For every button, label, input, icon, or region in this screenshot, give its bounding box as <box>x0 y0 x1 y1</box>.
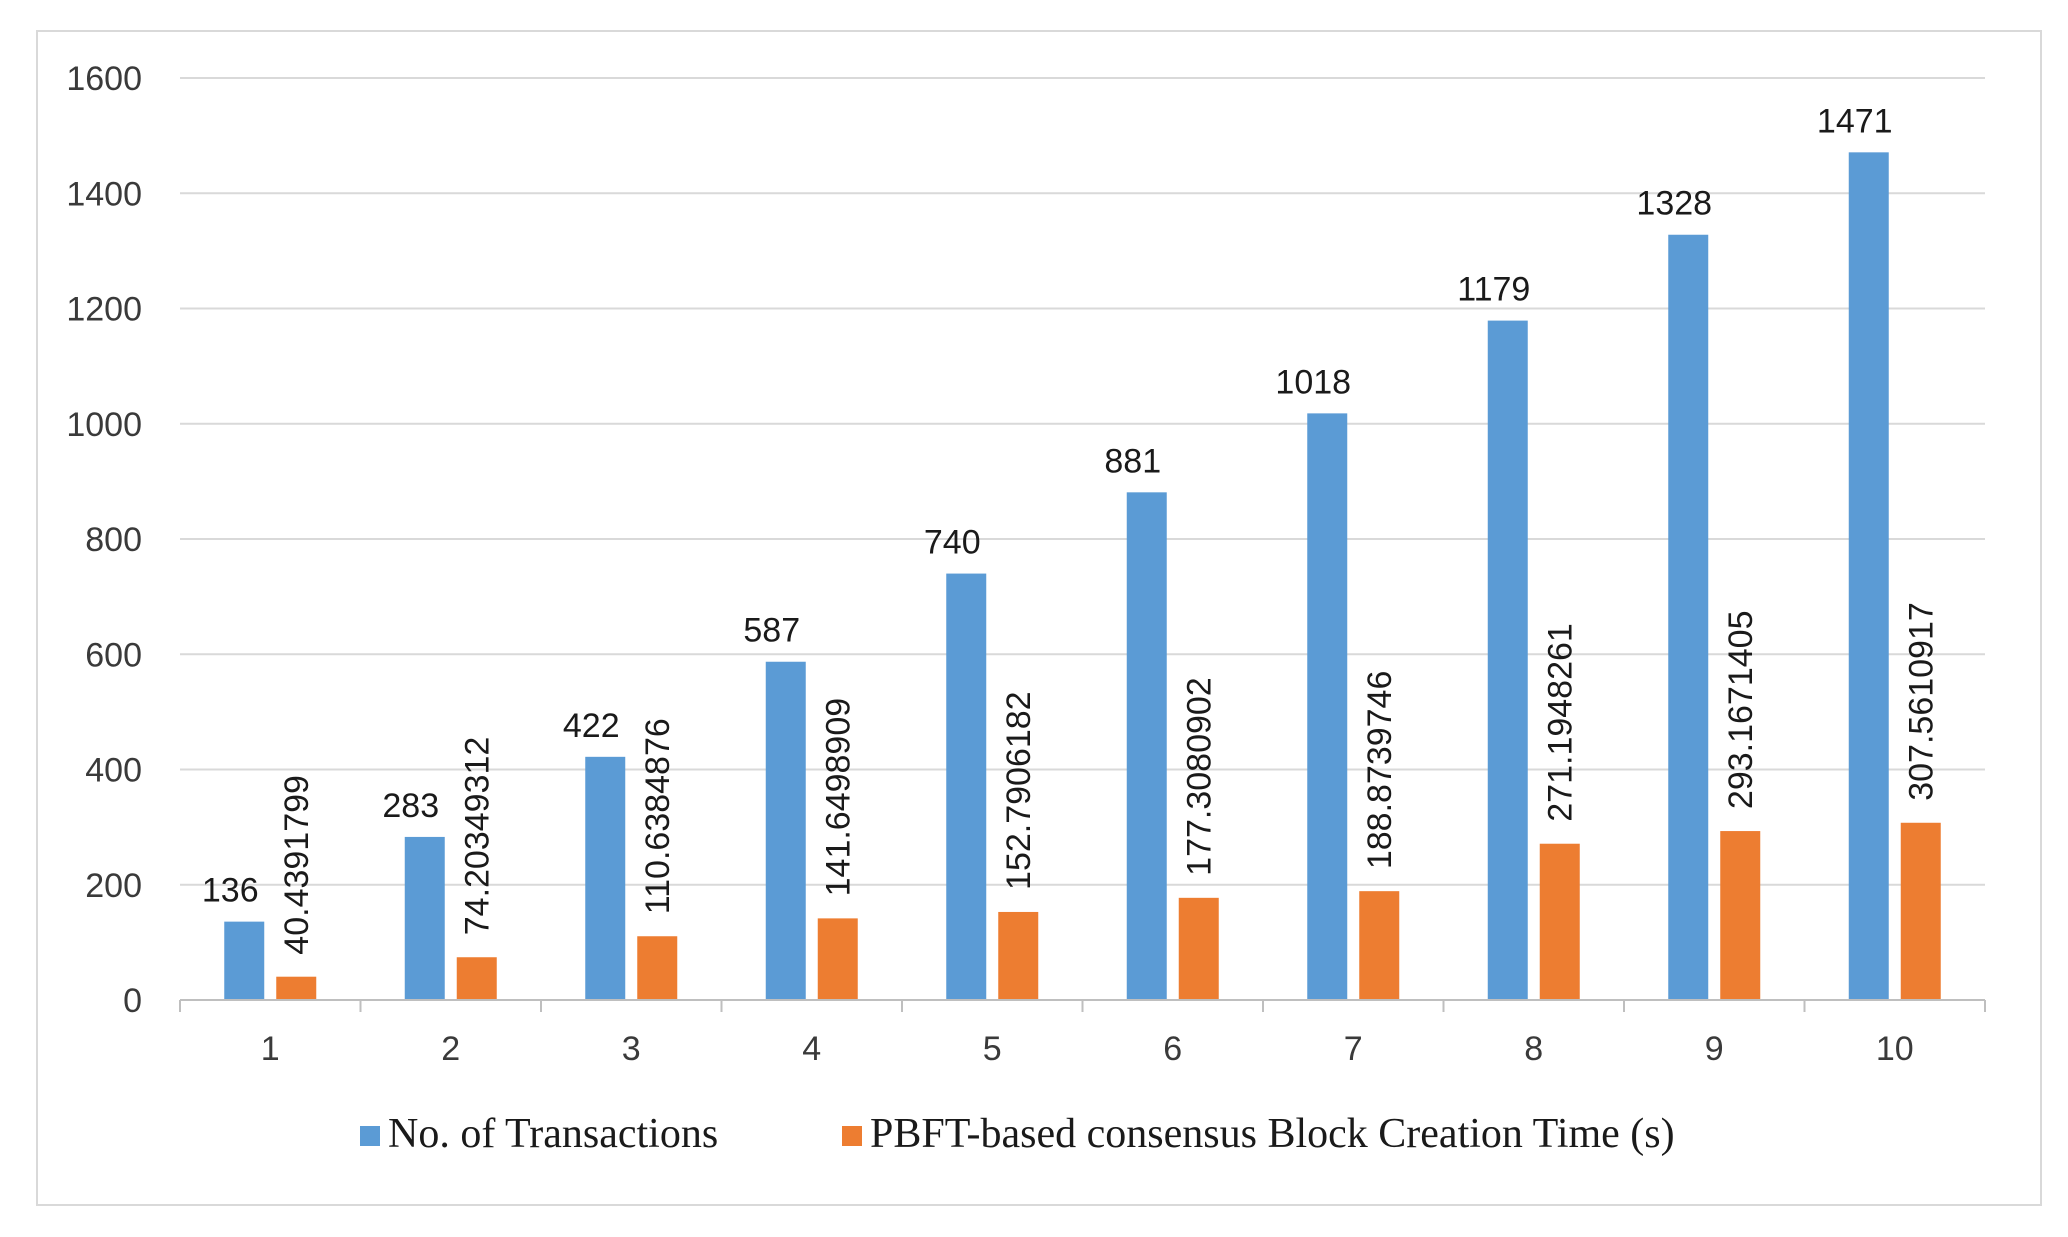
x-tick-label: 3 <box>622 1030 641 1068</box>
legend: No. of Transactions PBFT-based consensus… <box>360 1111 1675 1157</box>
bar-block-creation-time <box>1900 822 1941 1000</box>
x-tick-label: 8 <box>1524 1030 1543 1068</box>
bar-block-creation-time <box>1539 843 1580 1000</box>
y-tick-label: 1000 <box>66 406 142 444</box>
data-label-transactions: 740 <box>924 524 981 562</box>
bar-block-creation-time <box>1359 891 1400 1000</box>
data-label-block-creation-time: 177.3080902 <box>1181 677 1219 876</box>
x-tick-label: 2 <box>441 1030 460 1068</box>
bar-transactions <box>1668 234 1709 1001</box>
bar-block-creation-time <box>637 936 678 1000</box>
bar-transactions <box>404 836 445 1000</box>
bar-transactions <box>1126 492 1167 1000</box>
x-tick-label: 6 <box>1163 1030 1182 1068</box>
data-label-block-creation-time: 271.1948261 <box>1542 623 1580 822</box>
y-tick-label: 1600 <box>66 60 142 98</box>
data-label-block-creation-time: 40.4391799 <box>278 775 316 955</box>
data-label-transactions: 422 <box>563 707 620 745</box>
bar-block-creation-time <box>998 911 1039 1000</box>
data-label-transactions: 1018 <box>1275 363 1351 401</box>
y-tick-label: 400 <box>85 752 142 790</box>
data-label-transactions: 136 <box>202 872 259 910</box>
x-tick-label: 5 <box>983 1030 1002 1068</box>
bar-block-creation-time <box>1178 897 1219 1000</box>
data-label-block-creation-time: 110.6384876 <box>639 718 677 914</box>
data-labels: 136 40.4391799 283 74.20349312 422 110.638487… <box>202 102 1941 954</box>
x-tick-label: 9 <box>1705 1030 1724 1068</box>
bars <box>224 152 1941 1001</box>
bar-transactions <box>946 573 987 1000</box>
bar-block-creation-time <box>456 957 497 1000</box>
y-tick-label: 800 <box>85 521 142 559</box>
y-tick-label: 0 <box>123 982 142 1020</box>
data-label-transactions: 1328 <box>1636 185 1712 223</box>
data-label-transactions: 1471 <box>1817 102 1893 140</box>
bar-transactions <box>585 756 626 1000</box>
bar-transactions <box>765 661 806 1000</box>
data-label-block-creation-time: 74.20349312 <box>459 737 497 936</box>
x-tick-label: 1 <box>261 1030 280 1068</box>
data-label-transactions: 1179 <box>1457 271 1530 309</box>
data-label-block-creation-time: 293.1671405 <box>1722 611 1760 810</box>
y-tick-label: 600 <box>85 636 142 674</box>
bar-block-creation-time <box>1720 831 1761 1000</box>
gridlines <box>180 77 1985 886</box>
x-axis <box>179 999 1986 1012</box>
legend-swatch-block-creation-time <box>842 1126 862 1146</box>
legend-label-block-creation-time: PBFT-based consensus Block Creation Time… <box>870 1111 1675 1157</box>
data-label-transactions: 587 <box>743 612 800 650</box>
x-tick-label: 4 <box>802 1030 821 1068</box>
bar-transactions <box>1848 152 1889 1000</box>
y-tick-label: 1400 <box>66 175 142 213</box>
data-label-transactions: 283 <box>382 787 439 825</box>
y-tick-label: 1200 <box>66 291 142 329</box>
legend-swatch-transactions <box>360 1126 380 1146</box>
data-label-block-creation-time: 188.8739746 <box>1361 671 1399 870</box>
y-axis-tick-labels: 0 200 400 600 800 1000 1200 1400 1600 <box>66 60 142 1020</box>
data-label-block-creation-time: 307.5610917 <box>1903 602 1941 801</box>
bar-block-creation-time <box>817 918 858 1000</box>
data-label-block-creation-time: 141.6498909 <box>820 698 858 897</box>
x-tick-label: 7 <box>1344 1030 1363 1068</box>
bar-transactions <box>224 921 265 1000</box>
data-label-transactions: 881 <box>1104 442 1161 480</box>
x-axis-tick-labels: 1 2 3 4 5 6 7 8 9 10 <box>261 1030 1914 1068</box>
x-tick-label: 10 <box>1876 1030 1914 1068</box>
bar-transactions <box>1307 413 1348 1000</box>
data-label-block-creation-time: 152.7906182 <box>1000 691 1038 890</box>
bar-block-creation-time <box>276 976 317 1000</box>
bar-transactions <box>1487 320 1528 1000</box>
legend-label-transactions: No. of Transactions <box>388 1111 718 1157</box>
y-tick-label: 200 <box>85 867 142 905</box>
